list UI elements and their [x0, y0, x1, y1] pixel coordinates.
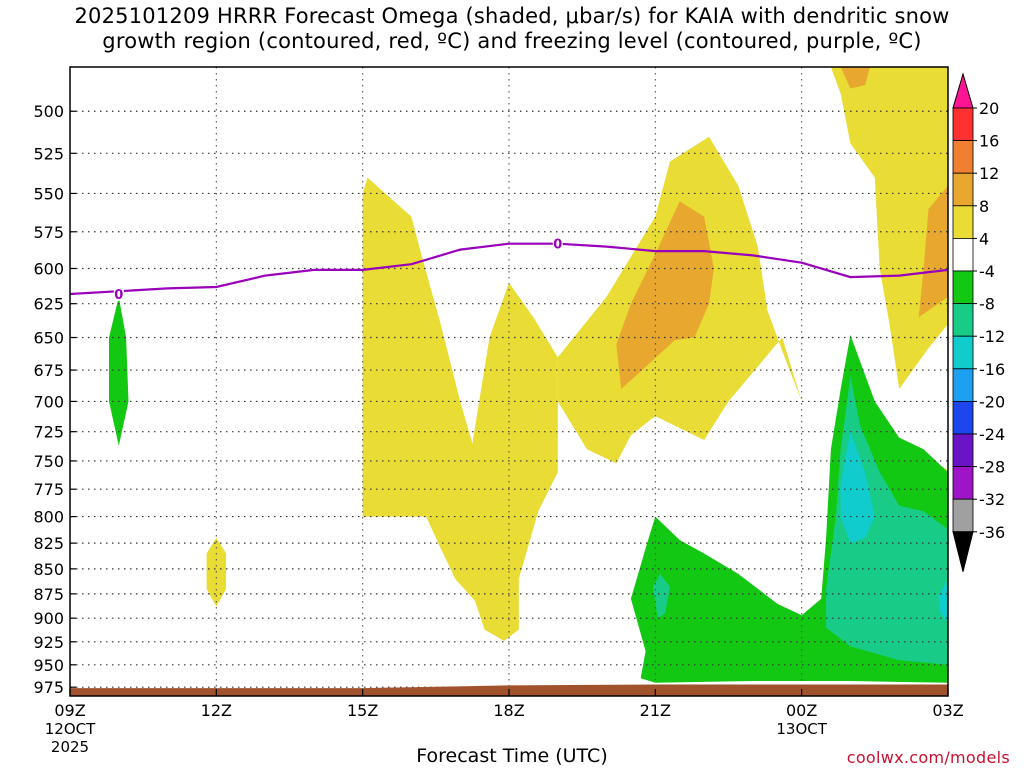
x-tick-label-00Z: 00Z	[786, 701, 817, 720]
colorbar-segment-1	[952, 107, 974, 141]
freezing-label-bg-0	[113, 286, 124, 301]
y-tick-label-950: 950	[33, 656, 64, 675]
y-tick-label-575: 575	[33, 223, 64, 242]
omega-region-cyan-cell-edge	[938, 579, 948, 623]
omega-region-yellow-top-right	[830, 67, 948, 389]
colorbar-segment-5	[952, 237, 974, 272]
colorbar-label-4: 4	[979, 229, 989, 248]
x-tick-sublabel-00Z-0: 13OCT	[776, 720, 827, 738]
omega-region-orange-cell-right	[918, 185, 948, 318]
y-tick-label-675: 675	[33, 361, 64, 380]
y-tick-label-775: 775	[33, 480, 64, 499]
y-tick-label-600: 600	[33, 259, 64, 278]
colorbar-segment-10	[952, 400, 974, 435]
freezing-level-label-1: 0	[553, 238, 562, 253]
colorbar-segment-6	[952, 270, 974, 304]
omega-region-green-column-left	[109, 296, 129, 446]
colorbar-segment-2	[952, 140, 974, 174]
x-tick-label-12Z: 12Z	[201, 701, 232, 720]
chart-title-line-2: growth region (contoured, red, ºC) and f…	[102, 29, 922, 53]
colorbar-label-5: -4	[979, 262, 995, 281]
y-tick-label-525: 525	[33, 144, 64, 163]
colorbar-label-6: -8	[979, 295, 995, 314]
colorbar-label-7: -12	[979, 327, 1005, 346]
colorbar-label-12: -32	[979, 490, 1005, 509]
x-tick-sublabel-09Z-0: 12OCT	[45, 720, 96, 738]
colorbar-label-9: -20	[979, 392, 1005, 411]
credit-link[interactable]: coolwx.com/models	[846, 748, 1010, 767]
colorbar-label-11: -28	[979, 458, 1005, 477]
colorbar-segment-11	[952, 433, 974, 467]
freezing-level-line	[70, 242, 948, 296]
x-tick-label-03Z: 03Z	[932, 701, 963, 720]
y-tick-label-550: 550	[33, 184, 64, 203]
freezing-label-bg-1	[552, 236, 563, 251]
colorbar-label-2: 12	[979, 164, 999, 183]
freezing-level-label-0: 0	[114, 288, 123, 303]
omega-region-cyan-core-right	[840, 431, 875, 544]
x-tick-sublabel-09Z-1: 2025	[51, 738, 89, 756]
x-tick-label-09Z: 09Z	[54, 701, 85, 720]
y-tick-label-750: 750	[33, 452, 64, 471]
omega-region-teal-lower-right	[826, 376, 948, 665]
colorbar-label-8: -16	[979, 360, 1005, 379]
colorbar-segment-9	[952, 368, 974, 402]
colorbar-segment-4	[952, 205, 974, 239]
colorbar-label-1: 16	[979, 132, 999, 151]
omega-region-orange-cell-top	[840, 67, 870, 89]
colorbar-segment-7	[952, 303, 974, 337]
y-tick-label-725: 725	[33, 423, 64, 442]
colorbar-bottom-triangle	[952, 531, 974, 572]
x-axis-title: Forecast Time (UTC)	[416, 745, 608, 767]
colorbar-segment-13	[952, 498, 974, 533]
colorbar-segment-12	[952, 466, 974, 500]
omega-region-orange-cell-mid	[616, 201, 714, 389]
y-tick-label-900: 900	[33, 609, 64, 628]
omega-region-teal-cell-21z	[652, 573, 670, 619]
chart-title-line-1: 2025101209 HRRR Forecast Omega (shaded, …	[74, 4, 950, 28]
y-tick-label-925: 925	[33, 633, 64, 652]
colorbar-label-3: 8	[979, 197, 989, 216]
y-tick-label-650: 650	[33, 329, 64, 348]
colorbar-label-10: -24	[979, 425, 1005, 444]
colorbar-label-13: -36	[979, 523, 1005, 542]
chart-title: 2025101209 HRRR Forecast Omega (shaded, …	[0, 4, 1024, 54]
y-tick-label-850: 850	[33, 560, 64, 579]
colorbar-top-triangle	[952, 72, 974, 109]
y-tick-label-825: 825	[33, 534, 64, 553]
colorbar-segment-3	[952, 172, 974, 207]
x-tick-label-15Z: 15Z	[347, 701, 378, 720]
colorbar-label-0: 20	[979, 99, 999, 118]
x-tick-label-21Z: 21Z	[640, 701, 671, 720]
x-tick-label-18Z: 18Z	[493, 701, 524, 720]
colorbar-segment-8	[952, 335, 974, 370]
y-tick-label-625: 625	[33, 295, 64, 314]
omega-region-yellow-main-mid	[362, 177, 558, 641]
y-tick-label-975: 975	[33, 678, 64, 697]
y-tick-label-700: 700	[33, 392, 64, 411]
y-tick-label-875: 875	[33, 585, 64, 604]
y-tick-label-800: 800	[33, 508, 64, 527]
y-tick-label-500: 500	[33, 102, 64, 121]
